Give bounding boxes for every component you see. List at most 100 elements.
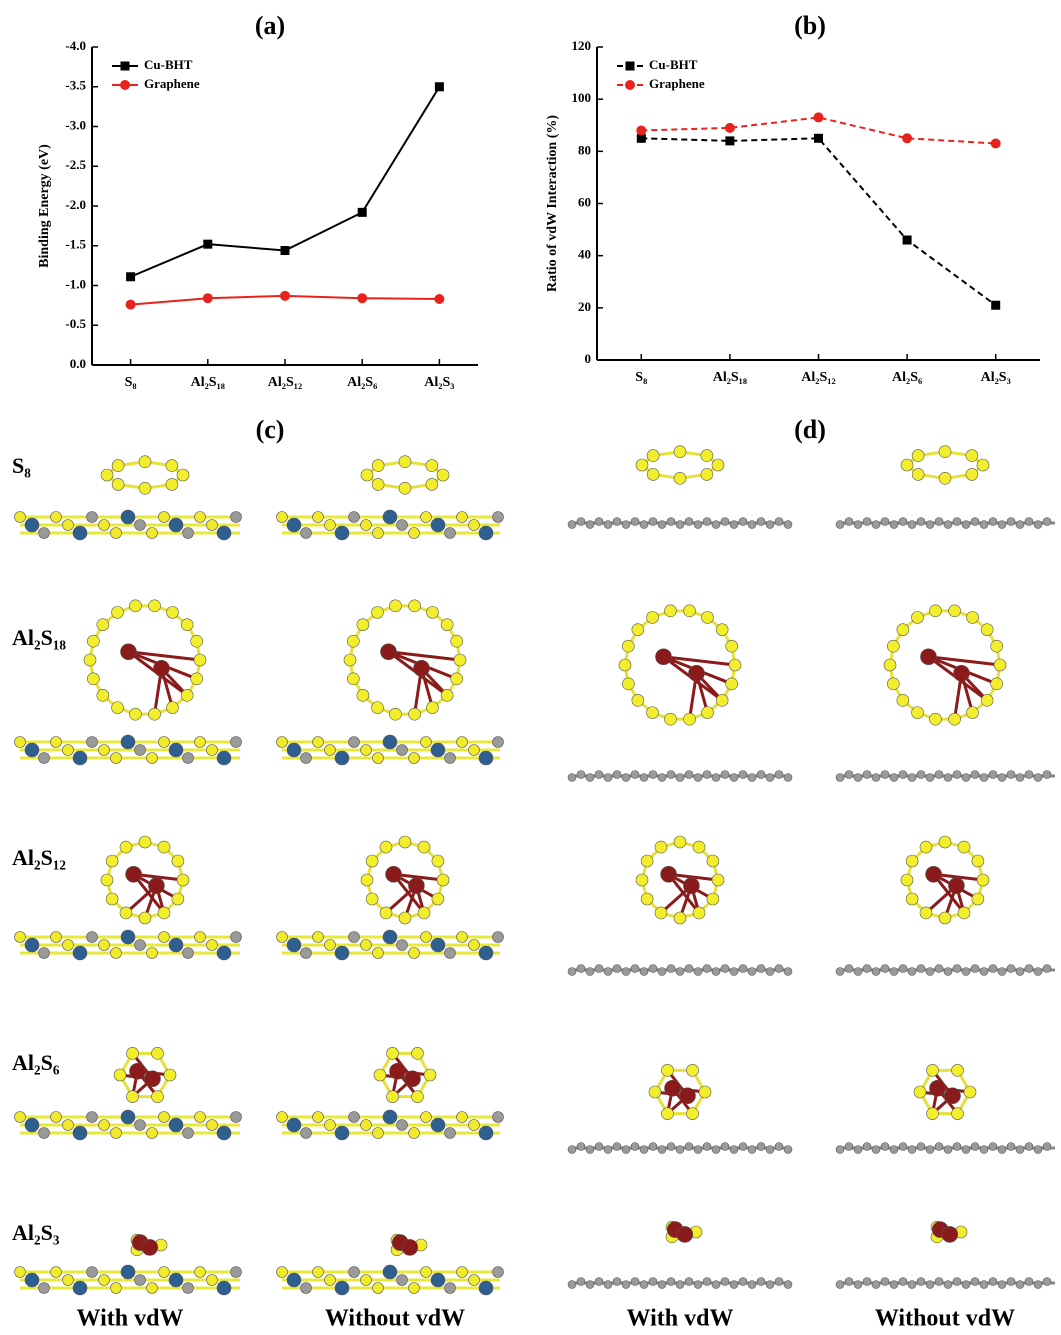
panel-label: (c) <box>256 415 285 444</box>
atom <box>715 694 729 707</box>
atom <box>62 939 74 951</box>
atom <box>971 854 985 868</box>
atom <box>408 1282 420 1294</box>
atom <box>110 1127 122 1139</box>
atom <box>963 1085 977 1099</box>
atom <box>683 604 696 618</box>
atom <box>916 770 926 779</box>
atom <box>360 1274 372 1286</box>
atom <box>701 611 714 624</box>
atom <box>675 967 685 976</box>
atom <box>660 865 677 883</box>
atom <box>163 1068 177 1082</box>
atom <box>567 773 577 782</box>
chart-title: (b) <box>794 11 826 40</box>
atom <box>934 964 944 973</box>
atom <box>648 964 658 973</box>
atom <box>654 906 668 920</box>
atom <box>1024 1142 1034 1151</box>
atom <box>871 967 881 976</box>
atom <box>835 520 845 529</box>
x-tick-label: Al₂S₁₈ <box>191 375 225 390</box>
atom <box>468 1274 480 1286</box>
atom <box>286 1117 302 1133</box>
atom <box>664 712 677 726</box>
atom <box>702 1142 712 1151</box>
atom <box>948 604 961 618</box>
atom <box>453 653 467 667</box>
atom <box>664 1079 681 1097</box>
atom <box>943 967 953 976</box>
atom <box>396 744 408 756</box>
atom <box>371 606 384 619</box>
marker <box>202 293 213 304</box>
atom <box>961 1280 971 1289</box>
atom <box>612 1142 622 1151</box>
atom <box>425 478 439 491</box>
atom <box>373 1068 387 1082</box>
row-label: Al₂S₁₈ <box>12 625 66 650</box>
atom <box>194 736 206 748</box>
atom <box>158 1266 170 1278</box>
atom <box>640 854 654 868</box>
column-label: With vdW <box>627 1306 734 1332</box>
column-label: Without vdW <box>875 1306 1015 1332</box>
atom <box>853 967 863 976</box>
atom <box>907 1280 917 1289</box>
atom <box>134 519 146 531</box>
atom <box>168 1117 184 1133</box>
atom <box>1015 520 1025 529</box>
atom <box>396 519 408 531</box>
atom <box>835 773 845 782</box>
atom <box>673 911 687 925</box>
atom <box>666 964 676 973</box>
atom <box>396 1119 408 1131</box>
x-tick-label: Al₂S₁₂ <box>268 375 302 390</box>
y-tick-label: 80 <box>578 142 591 157</box>
atom <box>312 931 324 943</box>
x-tick-label: Al₂S₃ <box>981 370 1011 385</box>
atom <box>957 840 971 854</box>
atom <box>300 752 312 764</box>
marker <box>120 61 130 71</box>
atom <box>216 945 232 961</box>
atom <box>356 689 370 702</box>
atom <box>720 517 730 526</box>
atom <box>706 892 720 906</box>
x-tick-label: S₈ <box>635 370 647 385</box>
atom <box>688 664 705 682</box>
atom <box>401 1239 419 1256</box>
column-label: With vdW <box>77 1306 184 1332</box>
atom <box>711 458 725 472</box>
atom <box>190 672 203 686</box>
atom <box>157 840 171 854</box>
atom <box>398 481 412 495</box>
atom <box>729 520 739 529</box>
atom <box>371 701 384 714</box>
atom <box>120 509 136 525</box>
column-label: Without vdW <box>325 1306 465 1332</box>
atom <box>966 706 979 719</box>
marker <box>636 125 647 136</box>
atom <box>631 623 645 636</box>
atom <box>871 1280 881 1289</box>
atom <box>686 1107 699 1120</box>
atom <box>230 736 242 748</box>
atom <box>334 1125 350 1141</box>
atom <box>728 658 742 672</box>
atom <box>100 873 114 887</box>
atom <box>997 1280 1007 1289</box>
atom <box>853 1280 863 1289</box>
atom <box>1033 1280 1043 1289</box>
atom <box>171 854 185 868</box>
atom <box>182 1282 194 1294</box>
marker <box>126 272 136 282</box>
atom <box>988 770 998 779</box>
atom <box>948 877 965 895</box>
atom <box>675 773 685 782</box>
atom <box>988 1142 998 1151</box>
atom <box>444 1282 456 1294</box>
marker <box>357 207 367 217</box>
atom <box>702 517 712 526</box>
atom <box>630 1142 640 1151</box>
